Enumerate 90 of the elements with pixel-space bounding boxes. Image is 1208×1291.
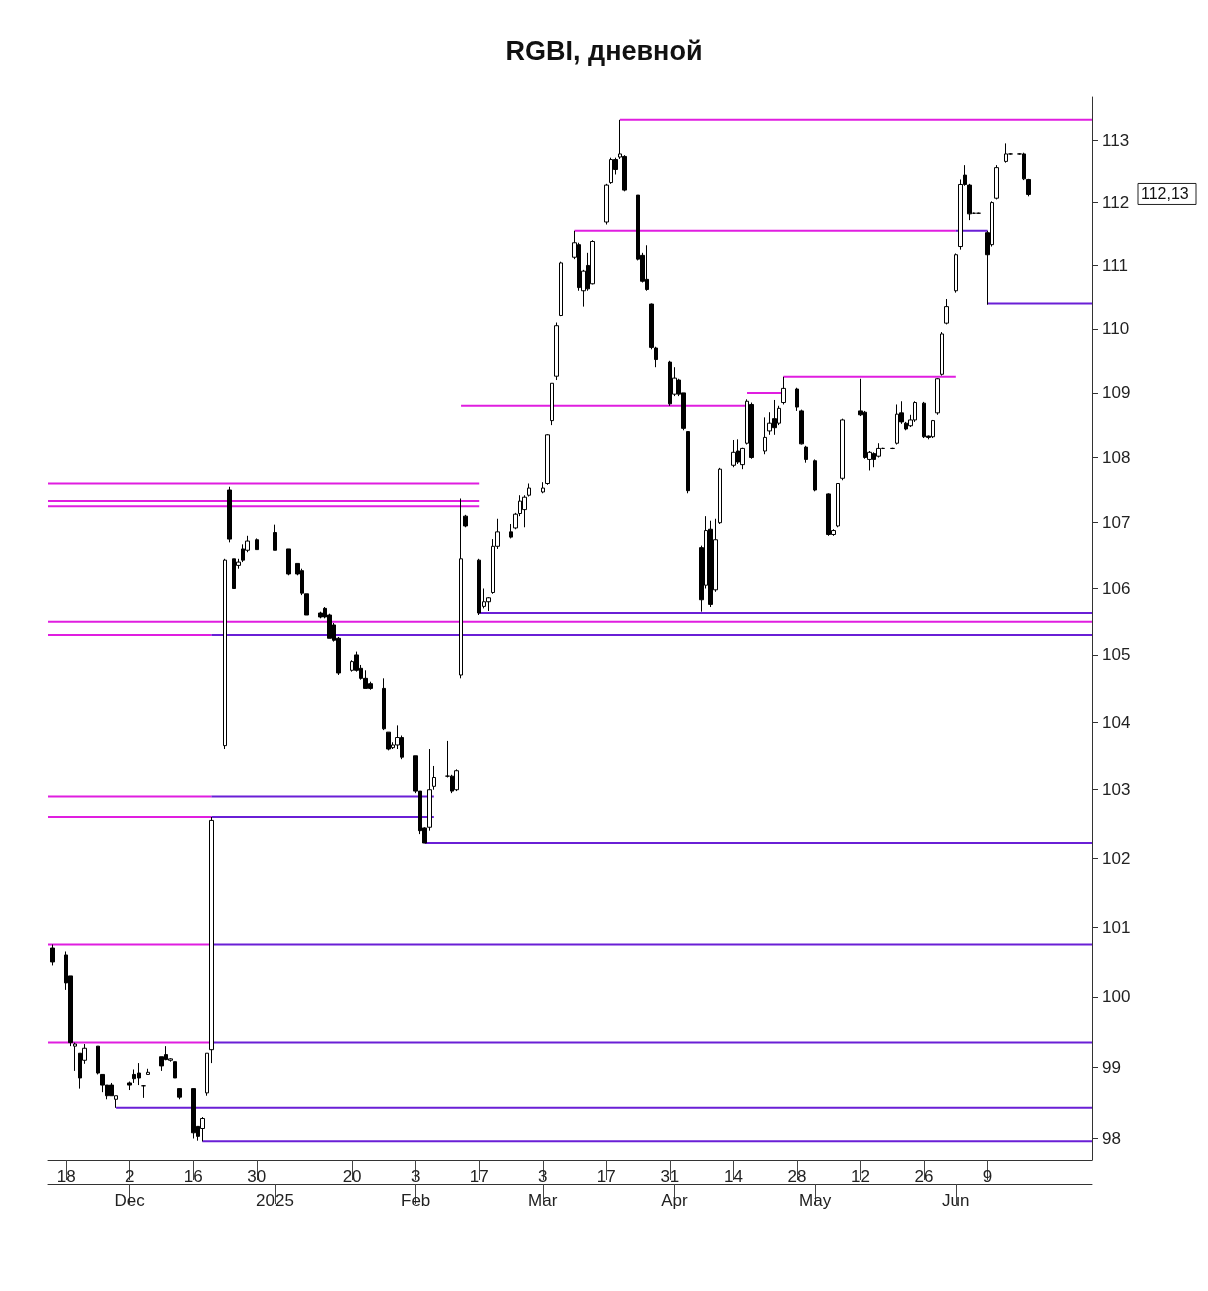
candlestick xyxy=(527,483,531,498)
candlestick xyxy=(463,514,468,528)
x-tick-label: 18 xyxy=(56,1167,76,1186)
x-tick-label: 17 xyxy=(469,1167,489,1186)
candlestick xyxy=(454,768,459,792)
x-tick-label: 31 xyxy=(660,1167,680,1186)
candlestick xyxy=(763,416,767,455)
candlestick xyxy=(686,431,690,494)
candlestick xyxy=(50,944,55,966)
candlestick xyxy=(227,486,232,543)
candlestick xyxy=(550,382,554,426)
x-tick-label: 9 xyxy=(982,1167,993,1186)
candlestick xyxy=(954,252,958,294)
candlestick xyxy=(813,458,817,492)
x2-tick-label: 2025 xyxy=(256,1191,294,1210)
candlestick xyxy=(255,537,259,551)
x-tick-label: 3 xyxy=(538,1167,548,1186)
candlestick xyxy=(804,445,808,464)
candlestick xyxy=(935,377,940,416)
y-tick-label: 110 xyxy=(1102,319,1130,339)
candlestick xyxy=(382,677,386,731)
y-tick-label: 109 xyxy=(1102,383,1131,403)
candlestick xyxy=(177,1088,182,1100)
candlestick xyxy=(459,497,463,679)
y-tick-label: 106 xyxy=(1102,579,1131,598)
y-tick-label: 111 xyxy=(1102,255,1128,275)
y-tick-label: 100 xyxy=(1102,987,1131,1007)
candlestick xyxy=(731,439,736,468)
y-tick-label: 108 xyxy=(1102,447,1131,467)
candlestick xyxy=(554,322,559,381)
chart-title: RGBI, дневной xyxy=(505,35,703,66)
y-tick-label: 112 xyxy=(1102,193,1130,213)
candlestick xyxy=(200,1116,205,1142)
candlestick xyxy=(795,387,799,412)
y-tick-label: 113 xyxy=(1102,130,1130,150)
candlestick xyxy=(509,523,513,539)
x2-tick-label: Mar xyxy=(528,1191,558,1210)
x-tick-label: 17 xyxy=(596,1167,616,1186)
candlestick xyxy=(73,1042,77,1072)
y-tick-label: 104 xyxy=(1102,712,1131,732)
x-tick-label: 28 xyxy=(787,1167,807,1186)
candlestick xyxy=(604,183,609,226)
candlestick xyxy=(223,558,227,750)
x-tick-label: 20 xyxy=(342,1167,362,1186)
x2-tick-label: Apr xyxy=(661,1191,688,1210)
x-tick-label: 14 xyxy=(723,1167,743,1186)
candlestick xyxy=(749,402,754,460)
candlestick xyxy=(96,1045,100,1075)
candlestick xyxy=(718,467,722,525)
candlestick xyxy=(940,331,944,377)
x-tick-label: 26 xyxy=(914,1167,934,1186)
candlestick xyxy=(559,261,563,317)
x-tick-label: 16 xyxy=(183,1167,203,1186)
candlestick xyxy=(799,409,804,446)
y-tick-label: 99 xyxy=(1102,1057,1121,1077)
y-tick-label: 107 xyxy=(1102,513,1131,533)
y-tick-label: 105 xyxy=(1102,645,1131,665)
x2-tick-label: May xyxy=(799,1191,832,1210)
x2-tick-label: Dec xyxy=(114,1191,146,1210)
x-tick-label: 30 xyxy=(247,1167,267,1186)
candlestick xyxy=(209,816,214,1064)
candlestick xyxy=(840,418,845,481)
y-tick-label: 98 xyxy=(1102,1129,1121,1149)
candlestick xyxy=(205,1052,209,1097)
candlestick xyxy=(273,524,277,551)
candlestick xyxy=(386,731,391,751)
candlestick xyxy=(522,494,527,528)
candlestick xyxy=(1026,178,1031,197)
x2-tick-label: Jun xyxy=(942,1191,970,1210)
candlestick xyxy=(994,164,999,200)
candlestick xyxy=(146,1068,150,1075)
y-tick-label: 102 xyxy=(1102,848,1131,868)
candlestick xyxy=(141,1084,146,1099)
x-tick-label: 3 xyxy=(410,1167,421,1186)
candlestick xyxy=(836,483,840,528)
candlestick xyxy=(318,611,323,619)
text: 112,13 xyxy=(1141,184,1189,202)
candlestick xyxy=(173,1061,177,1079)
candlestick xyxy=(545,433,550,486)
x-tick-label: 2 xyxy=(124,1167,135,1186)
candlestick xyxy=(286,548,291,576)
y-tick-label: 101 xyxy=(1102,917,1131,937)
candlestick xyxy=(541,481,545,494)
y-tick-label: 103 xyxy=(1102,780,1131,800)
candlestick xyxy=(191,1088,196,1140)
candlestick xyxy=(781,376,786,405)
candlestick xyxy=(944,298,949,325)
x2-tick-label: Feb xyxy=(401,1191,431,1210)
x-tick-label: 12 xyxy=(851,1167,870,1186)
candlestick xyxy=(1022,152,1026,181)
